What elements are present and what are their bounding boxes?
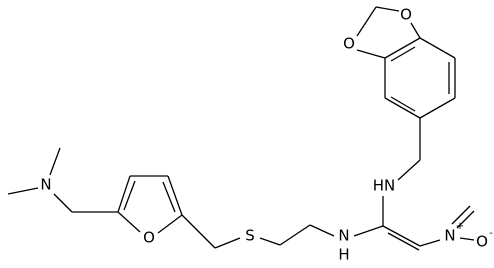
atom-label: N [338,227,349,245]
atom-label: HN [373,177,396,195]
atom-label: O [476,233,488,251]
bonds [7,6,475,251]
atom-label: O [400,6,412,24]
atom-label: O [143,229,155,247]
atom-labels: O O HN N H N + O - S O N [40,6,493,264]
charge: - [489,228,493,239]
atom-label: S [245,227,255,245]
charge: + [456,221,464,232]
atom-label: O [343,35,355,53]
atom-label: N [444,227,455,245]
atom-label: N [40,176,51,194]
atom-label: H [338,246,349,264]
